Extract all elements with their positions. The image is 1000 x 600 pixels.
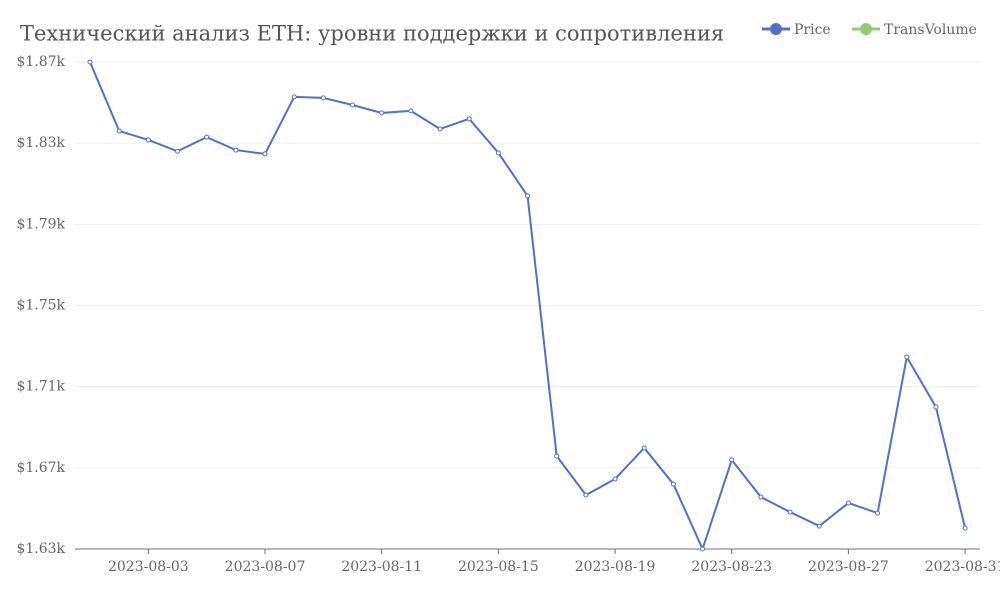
- point: [904, 354, 910, 360]
- point: [291, 94, 297, 100]
- point: [350, 102, 356, 108]
- x-tick-label: 2023-08-07: [225, 559, 306, 575]
- point: [495, 150, 501, 156]
- x-tick-label: 2023-08-23: [691, 559, 772, 575]
- x-tick-label: 2023-08-11: [341, 559, 422, 575]
- point: [87, 59, 93, 65]
- legend-marker: [860, 23, 872, 35]
- point: [233, 147, 239, 153]
- point: [787, 509, 793, 515]
- point: [583, 492, 589, 498]
- point: [466, 116, 472, 122]
- point: [204, 134, 210, 140]
- point: [875, 510, 881, 516]
- point: [525, 193, 531, 199]
- point: [845, 500, 851, 506]
- y-tick-label: $1.67k: [16, 460, 65, 476]
- point: [175, 148, 181, 154]
- point: [116, 128, 122, 134]
- y-tick-label: $1.75k: [16, 298, 65, 314]
- point: [816, 523, 822, 529]
- chart-title: Технический анализ ETH: уровни поддержки…: [20, 22, 724, 46]
- point: [145, 137, 151, 143]
- point: [670, 481, 676, 487]
- point: [262, 151, 268, 157]
- point: [758, 494, 764, 500]
- x-tick-label: 2023-08-15: [458, 559, 539, 575]
- point: [962, 525, 968, 531]
- x-tick-label: 2023-08-19: [575, 559, 656, 575]
- legend-label: TransVolume: [884, 22, 977, 38]
- point: [320, 95, 326, 101]
- point: [408, 108, 414, 114]
- y-tick-label: $1.71k: [16, 379, 65, 395]
- x-tick-label: 2023-08-31: [925, 559, 1000, 575]
- point: [933, 404, 939, 410]
- y-tick-label: $1.87k: [16, 54, 65, 70]
- point: [729, 457, 735, 463]
- point: [554, 453, 560, 459]
- x-tick-label: 2023-08-27: [808, 559, 889, 575]
- point: [437, 126, 443, 132]
- point: [612, 476, 618, 482]
- point: [700, 546, 706, 552]
- legend-marker: [770, 23, 782, 35]
- point: [379, 110, 385, 116]
- y-tick-label: $1.83k: [16, 135, 65, 151]
- y-tick-label: $1.79k: [16, 216, 65, 232]
- point: [641, 445, 647, 451]
- legend-label: Price: [794, 22, 831, 38]
- y-tick-label: $1.63k: [16, 541, 65, 557]
- x-tick-label: 2023-08-03: [108, 559, 189, 575]
